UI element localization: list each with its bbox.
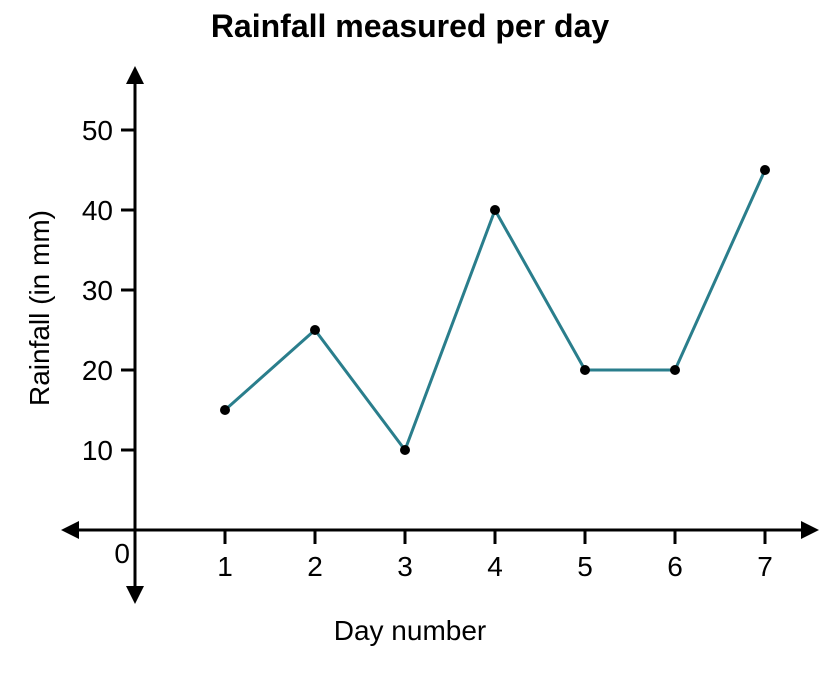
chart-container: Rainfall measured per day Rainfall (in m… <box>0 0 820 691</box>
data-point <box>670 365 680 375</box>
data-point <box>490 205 500 215</box>
data-point <box>580 365 590 375</box>
x-tick-label: 3 <box>397 551 413 582</box>
x-tick-label: 6 <box>667 551 683 582</box>
x-tick-label: 7 <box>757 551 773 582</box>
chart-svg: 1 2 3 4 5 6 7 10 20 30 40 50 <box>0 0 820 691</box>
y-tick-label: 40 <box>82 195 113 226</box>
x-tick-label: 5 <box>577 551 593 582</box>
x-tick-label: 2 <box>307 551 323 582</box>
data-point <box>400 445 410 455</box>
x-tick-label: 4 <box>487 551 503 582</box>
y-tick-label: 50 <box>82 115 113 146</box>
y-tick-label: 10 <box>82 435 113 466</box>
data-point <box>760 165 770 175</box>
y-tick-label: 30 <box>82 275 113 306</box>
data-point <box>310 325 320 335</box>
y-tick-label: 20 <box>82 355 113 386</box>
data-point <box>220 405 230 415</box>
x-tick-label: 1 <box>217 551 233 582</box>
